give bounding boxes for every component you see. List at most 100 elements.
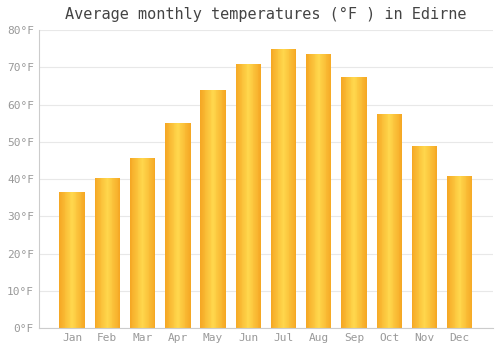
Bar — [322, 54, 323, 328]
Bar — [382, 114, 384, 328]
Bar — [392, 114, 394, 328]
Bar — [356, 77, 358, 328]
Bar — [362, 77, 364, 328]
Bar — [73, 192, 74, 328]
Bar — [462, 176, 463, 328]
Bar — [416, 146, 417, 328]
Bar — [208, 90, 209, 328]
Bar — [447, 176, 448, 328]
Bar — [79, 192, 80, 328]
Bar — [420, 146, 421, 328]
Bar — [249, 64, 250, 328]
Bar — [97, 178, 98, 328]
Bar — [244, 64, 245, 328]
Bar — [384, 114, 385, 328]
Bar — [106, 178, 108, 328]
Bar — [150, 158, 151, 328]
Bar — [239, 64, 240, 328]
Bar — [469, 176, 470, 328]
Bar — [343, 77, 344, 328]
Bar — [397, 114, 398, 328]
Bar — [62, 192, 63, 328]
Bar — [394, 114, 395, 328]
Bar — [329, 54, 330, 328]
Bar — [390, 114, 391, 328]
Bar — [385, 114, 386, 328]
Bar — [359, 77, 360, 328]
Bar — [219, 90, 220, 328]
Bar — [119, 178, 120, 328]
Bar — [318, 54, 319, 328]
Bar — [453, 176, 454, 328]
Bar — [324, 54, 326, 328]
Bar — [72, 192, 73, 328]
Bar — [180, 123, 181, 328]
Bar — [353, 77, 354, 328]
Bar — [60, 192, 61, 328]
Bar — [105, 178, 106, 328]
Bar — [94, 178, 96, 328]
Bar — [380, 114, 381, 328]
Bar — [260, 64, 261, 328]
Bar — [349, 77, 350, 328]
Bar — [276, 49, 277, 328]
Bar — [350, 77, 352, 328]
Bar — [468, 176, 469, 328]
Bar — [201, 90, 202, 328]
Bar — [282, 49, 284, 328]
Bar — [460, 176, 462, 328]
Bar — [173, 123, 174, 328]
Bar — [248, 64, 249, 328]
Bar — [181, 123, 182, 328]
Bar — [426, 146, 427, 328]
Bar — [401, 114, 402, 328]
Bar — [284, 49, 285, 328]
Bar — [360, 77, 361, 328]
Bar — [414, 146, 415, 328]
Bar — [355, 77, 356, 328]
Bar — [216, 90, 218, 328]
Bar — [428, 146, 430, 328]
Bar — [108, 178, 109, 328]
Bar — [381, 114, 382, 328]
Bar — [206, 90, 207, 328]
Bar — [186, 123, 187, 328]
Title: Average monthly temperatures (°F ) in Edirne: Average monthly temperatures (°F ) in Ed… — [65, 7, 466, 22]
Bar — [98, 178, 99, 328]
Bar — [78, 192, 79, 328]
Bar — [167, 123, 168, 328]
Bar — [114, 178, 115, 328]
Bar — [256, 64, 257, 328]
Bar — [166, 123, 167, 328]
Bar — [421, 146, 422, 328]
Bar — [277, 49, 278, 328]
Bar — [148, 158, 150, 328]
Bar — [145, 158, 146, 328]
Bar — [111, 178, 112, 328]
Bar — [310, 54, 311, 328]
Bar — [100, 178, 102, 328]
Bar — [346, 77, 348, 328]
Bar — [102, 178, 103, 328]
Bar — [323, 54, 324, 328]
Bar — [327, 54, 328, 328]
Bar — [271, 49, 272, 328]
Bar — [418, 146, 420, 328]
Bar — [314, 54, 316, 328]
Bar — [450, 176, 452, 328]
Bar — [99, 178, 100, 328]
Bar — [187, 123, 188, 328]
Bar — [61, 192, 62, 328]
Bar — [104, 178, 105, 328]
Bar — [342, 77, 343, 328]
Bar — [178, 123, 180, 328]
Bar — [139, 158, 140, 328]
Bar — [320, 54, 322, 328]
Bar — [222, 90, 223, 328]
Bar — [448, 176, 450, 328]
Bar — [280, 49, 281, 328]
Bar — [171, 123, 172, 328]
Bar — [281, 49, 282, 328]
Bar — [278, 49, 280, 328]
Bar — [293, 49, 294, 328]
